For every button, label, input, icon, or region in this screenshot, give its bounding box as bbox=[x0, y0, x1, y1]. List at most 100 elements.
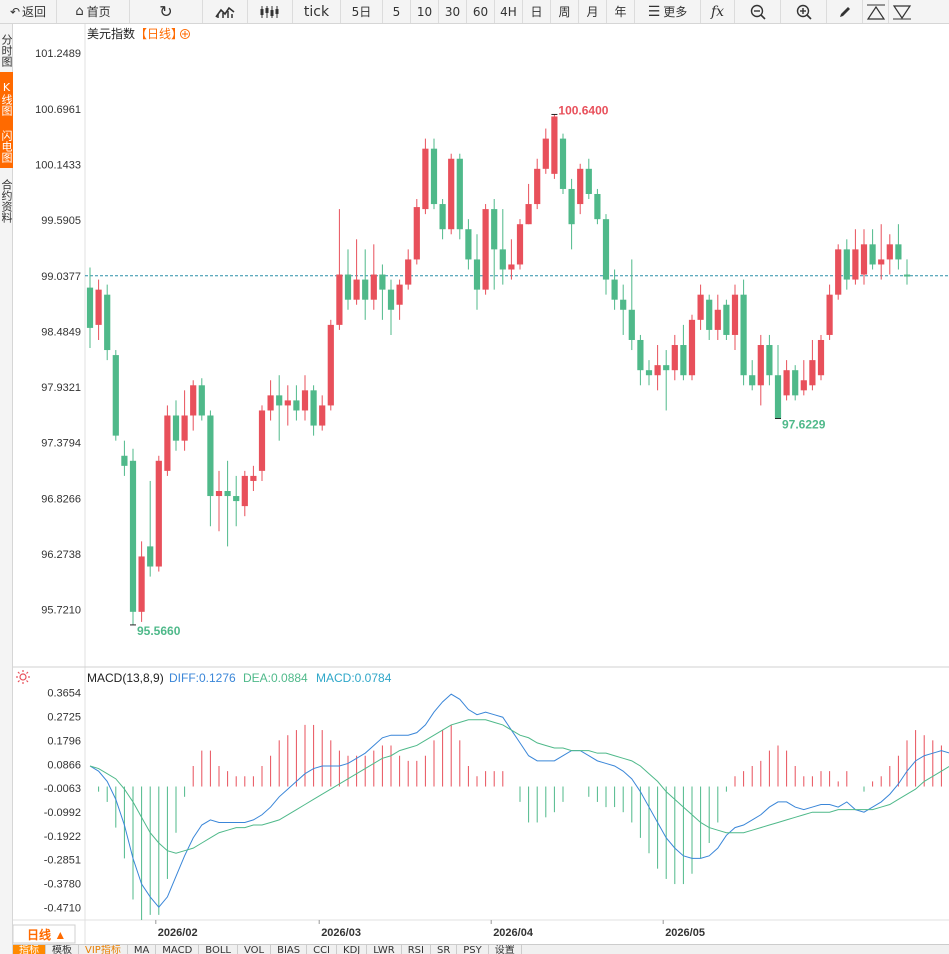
candle-body bbox=[172, 415, 180, 441]
candle-body bbox=[508, 264, 515, 270]
candle-body bbox=[792, 370, 799, 396]
candle-body bbox=[405, 259, 412, 285]
tab-vol[interactable]: VOL bbox=[238, 945, 272, 954]
candle-body bbox=[104, 294, 111, 351]
candle-body bbox=[276, 395, 283, 406]
price-tick-label: 101.2489 bbox=[35, 48, 81, 60]
tab-ma[interactable]: MA bbox=[128, 945, 157, 954]
formula-icon: fx bbox=[710, 3, 725, 20]
macd-title: MACD(13,8,9) bbox=[87, 671, 164, 685]
macd-tick-label: -0.0063 bbox=[44, 783, 81, 795]
tab-vip-indicator[interactable]: VIP指标 bbox=[79, 945, 128, 954]
zoom-in-button[interactable] bbox=[781, 0, 827, 23]
period-month-button[interactable]: 月 bbox=[579, 0, 607, 23]
sidebar-tab-lightning[interactable]: 闪电图 bbox=[0, 120, 13, 168]
candle-body bbox=[250, 475, 257, 481]
chart-title: 美元指数 bbox=[87, 26, 135, 41]
candle-body bbox=[86, 287, 94, 328]
tab-indicator[interactable]: 指标 bbox=[13, 945, 46, 954]
candle-body bbox=[551, 116, 558, 174]
candle-body bbox=[396, 284, 403, 305]
candle-body bbox=[800, 380, 807, 391]
refresh-icon: ↻ bbox=[159, 2, 173, 21]
period-30min-button[interactable]: 30 bbox=[439, 0, 467, 23]
tab-boll[interactable]: BOLL bbox=[199, 945, 238, 954]
kline-chart[interactable]: 101.2489 100.6961 100.1433 99.5905 99.0377 98… bbox=[13, 24, 949, 944]
candle-body bbox=[731, 294, 739, 335]
period-label: 10 bbox=[416, 4, 433, 19]
zoom-out-button[interactable] bbox=[735, 0, 781, 23]
candlestick-icon bbox=[260, 5, 279, 18]
tick-button[interactable]: tick bbox=[293, 0, 341, 23]
candle-body bbox=[164, 415, 171, 471]
draw-button[interactable] bbox=[827, 0, 863, 23]
period-10min-button[interactable]: 10 bbox=[411, 0, 439, 23]
macd-tick-label: -0.2851 bbox=[44, 855, 81, 867]
macd-value-label: MACD:0.0784 bbox=[316, 671, 392, 685]
tab-rsi[interactable]: RSI bbox=[402, 945, 431, 954]
tab-cci[interactable]: CCI bbox=[307, 945, 338, 954]
refresh-button[interactable]: ↻ bbox=[130, 0, 203, 23]
tab-lwr[interactable]: LWR bbox=[367, 945, 402, 954]
x-tick-label: 2026/03 bbox=[321, 927, 361, 939]
candle-body bbox=[534, 168, 541, 205]
home-button[interactable]: ⌂ 首页 bbox=[57, 0, 130, 23]
period-label: 60 bbox=[472, 4, 489, 19]
sidebar-tab-timeshare[interactable]: 分时图 bbox=[0, 34, 13, 67]
candle-body bbox=[293, 400, 300, 411]
macd-settings-icon[interactable] bbox=[16, 670, 30, 684]
period-week-button[interactable]: 周 bbox=[551, 0, 579, 23]
home-icon: ⌂ bbox=[75, 4, 84, 19]
candle-body bbox=[491, 209, 498, 250]
candle-body bbox=[766, 345, 773, 376]
period-day-button[interactable]: 日 bbox=[523, 0, 551, 23]
period-5day-button[interactable]: 5日 bbox=[341, 0, 383, 23]
high-label: 100.6400 bbox=[558, 103, 608, 117]
tab-bias[interactable]: BIAS bbox=[271, 945, 308, 954]
candle-body bbox=[620, 299, 627, 310]
candle-body bbox=[817, 339, 825, 376]
candle-body bbox=[602, 219, 610, 280]
tab-kdj[interactable]: KDJ bbox=[337, 945, 368, 954]
triangle-down-button[interactable] bbox=[889, 0, 915, 23]
tab-settings[interactable]: 设置 bbox=[489, 945, 522, 954]
candle-body bbox=[370, 274, 377, 300]
period-4h-button[interactable]: 4H bbox=[495, 0, 523, 23]
sidebar-tab-contract-info[interactable]: 合约资料 bbox=[0, 178, 13, 223]
candle-body bbox=[233, 496, 240, 502]
candle-body bbox=[878, 259, 885, 265]
candle-body bbox=[95, 289, 102, 325]
candle-body bbox=[147, 546, 154, 567]
period-5min-button[interactable]: 5 bbox=[383, 0, 411, 23]
sidebar-tab-kline[interactable]: K线图 bbox=[0, 72, 13, 120]
line-chart-icon bbox=[215, 6, 235, 18]
candle-body bbox=[422, 148, 429, 210]
pen-icon bbox=[839, 6, 850, 17]
candle-body bbox=[611, 279, 618, 300]
tick-label: tick bbox=[303, 3, 330, 20]
more-button[interactable]: ☰ 更多 bbox=[635, 0, 701, 23]
period-label: 30 bbox=[444, 4, 461, 19]
tab-sr[interactable]: SR bbox=[431, 945, 458, 954]
tab-macd[interactable]: MACD bbox=[156, 945, 200, 954]
line-chart-button[interactable] bbox=[203, 0, 248, 23]
candle-body bbox=[207, 415, 214, 497]
period-dropdown[interactable] bbox=[13, 924, 76, 944]
diff-line bbox=[89, 693, 949, 908]
candle-body bbox=[439, 204, 446, 230]
price-tick-label: 100.1433 bbox=[35, 159, 81, 171]
candle-body bbox=[379, 274, 386, 290]
period-year-button[interactable]: 年 bbox=[607, 0, 635, 23]
tab-template[interactable]: 模板 bbox=[46, 945, 79, 954]
formula-button[interactable]: fx bbox=[701, 0, 735, 23]
add-indicator-icon[interactable] bbox=[180, 29, 190, 39]
tab-psy[interactable]: PSY bbox=[457, 945, 489, 954]
candle-body bbox=[680, 345, 687, 376]
period-60min-button[interactable]: 60 bbox=[467, 0, 495, 23]
candle-body bbox=[723, 304, 730, 335]
triangle-up-button[interactable] bbox=[863, 0, 889, 23]
back-button[interactable]: ↶ 返回 bbox=[0, 0, 57, 23]
macd-tick-label: 0.1796 bbox=[47, 735, 81, 747]
candlestick-button[interactable] bbox=[248, 0, 293, 23]
macd-tick-label: -0.4710 bbox=[44, 902, 81, 914]
